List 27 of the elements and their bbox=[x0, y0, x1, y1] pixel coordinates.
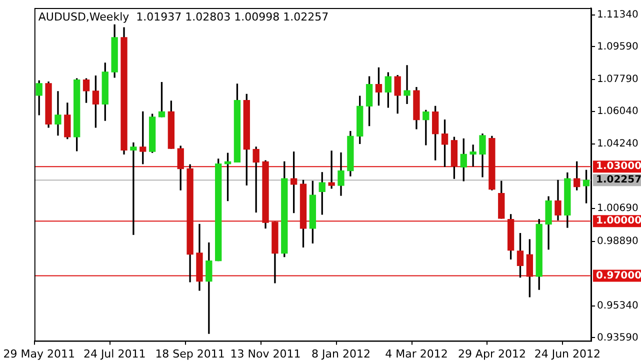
x-tick-label: 29 May 2011 bbox=[3, 347, 75, 360]
candlestick bbox=[470, 144, 476, 167]
candlestick bbox=[130, 142, 137, 235]
y-tick-label: 0.98890 bbox=[597, 236, 638, 247]
y-tick-label: 1.11340 bbox=[597, 10, 638, 21]
y-tick-label: 1.04240 bbox=[597, 138, 638, 150]
x-tick-label: 24 Jul 2011 bbox=[83, 347, 146, 360]
x-tick-label: 4 Mar 2012 bbox=[385, 347, 448, 360]
y-tick-label: 1.06040 bbox=[597, 106, 638, 117]
x-tick-label: 8 Jan 2012 bbox=[312, 347, 370, 360]
ref-line-label: 0.97000 bbox=[596, 270, 641, 282]
candlestick bbox=[404, 65, 410, 104]
ref-line-label: 1.02257 bbox=[596, 174, 641, 186]
x-tick-label: 18 Sep 2011 bbox=[155, 347, 225, 360]
candlestick bbox=[328, 150, 335, 189]
y-tick-label: 1.09590 bbox=[597, 41, 638, 52]
y-tick-label: 0.95340 bbox=[597, 300, 638, 312]
ref-line-label: 1.00000 bbox=[596, 216, 641, 227]
x-tick-label: 24 Jun 2012 bbox=[534, 347, 600, 360]
chart-title: AUDUSD,Weekly 1.01937 1.02803 1.00998 1.02257 bbox=[38, 10, 329, 24]
y-tick-label: 1.07790 bbox=[597, 74, 638, 86]
candlestick bbox=[54, 91, 62, 136]
x-tick-label: 29 Apr 2012 bbox=[458, 347, 526, 360]
ref-line-label: 1.03000 bbox=[596, 161, 641, 172]
y-tick-label: 0.93590 bbox=[597, 332, 638, 344]
x-tick-label: 13 Nov 2011 bbox=[230, 347, 301, 360]
y-tick-label: 1.00690 bbox=[597, 203, 638, 214]
